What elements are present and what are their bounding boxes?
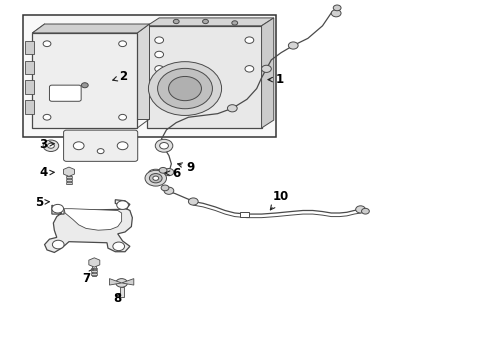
Circle shape — [163, 187, 173, 194]
Text: 7: 7 — [82, 269, 93, 285]
Polygon shape — [64, 209, 122, 230]
Circle shape — [119, 114, 126, 120]
Text: 3: 3 — [40, 138, 54, 150]
FancyBboxPatch shape — [49, 85, 81, 101]
Bar — [44, 24, 149, 119]
Text: 8: 8 — [113, 292, 122, 305]
Circle shape — [163, 168, 173, 176]
Circle shape — [188, 198, 198, 205]
Circle shape — [159, 143, 168, 149]
Circle shape — [173, 19, 179, 24]
Bar — [92, 265, 96, 276]
Text: 1: 1 — [267, 73, 283, 86]
Circle shape — [202, 19, 208, 24]
Bar — [91, 267, 97, 269]
Circle shape — [149, 174, 162, 183]
Polygon shape — [122, 279, 134, 285]
Circle shape — [81, 83, 88, 88]
Bar — [22, 15, 276, 137]
Circle shape — [73, 142, 84, 150]
Bar — [66, 179, 72, 181]
Bar — [66, 182, 72, 184]
Circle shape — [43, 41, 51, 46]
Polygon shape — [109, 279, 122, 285]
Circle shape — [244, 37, 253, 43]
Bar — [25, 80, 34, 94]
Circle shape — [117, 201, 128, 210]
Polygon shape — [32, 24, 149, 33]
FancyBboxPatch shape — [63, 130, 138, 161]
Circle shape — [47, 143, 54, 148]
Text: 4: 4 — [40, 166, 54, 179]
Circle shape — [157, 68, 212, 109]
Polygon shape — [147, 18, 273, 26]
Circle shape — [168, 76, 201, 101]
Circle shape — [148, 62, 221, 116]
Circle shape — [52, 240, 64, 249]
Circle shape — [155, 37, 163, 43]
Circle shape — [116, 279, 127, 287]
Bar — [25, 60, 34, 74]
Circle shape — [43, 114, 51, 120]
Circle shape — [332, 5, 340, 11]
Circle shape — [155, 51, 163, 58]
Bar — [25, 41, 34, 54]
Text: 9: 9 — [177, 161, 195, 174]
Circle shape — [43, 140, 59, 152]
Circle shape — [97, 149, 104, 154]
Polygon shape — [44, 200, 132, 252]
Circle shape — [155, 139, 172, 152]
Circle shape — [261, 65, 271, 72]
Bar — [32, 33, 137, 128]
Bar — [25, 100, 34, 114]
Text: 2: 2 — [113, 70, 127, 83]
Circle shape — [330, 10, 340, 17]
Text: 6: 6 — [165, 167, 180, 180]
Bar — [91, 270, 97, 272]
Circle shape — [227, 105, 237, 112]
Circle shape — [288, 42, 298, 49]
Circle shape — [117, 142, 128, 150]
Circle shape — [231, 21, 237, 25]
Circle shape — [155, 66, 163, 72]
Bar — [120, 287, 123, 297]
Circle shape — [119, 41, 126, 46]
Bar — [66, 176, 72, 178]
Bar — [91, 273, 97, 275]
Circle shape — [159, 167, 166, 173]
Text: 10: 10 — [270, 190, 288, 210]
Circle shape — [355, 206, 365, 213]
Circle shape — [145, 170, 166, 186]
Polygon shape — [261, 18, 273, 128]
Bar — [67, 174, 71, 184]
Circle shape — [161, 185, 168, 191]
Bar — [239, 212, 249, 217]
Text: 5: 5 — [35, 196, 49, 209]
Circle shape — [361, 208, 368, 214]
Circle shape — [52, 204, 63, 213]
Circle shape — [153, 176, 158, 180]
Circle shape — [113, 242, 124, 251]
Bar — [147, 26, 261, 128]
Circle shape — [244, 66, 253, 72]
